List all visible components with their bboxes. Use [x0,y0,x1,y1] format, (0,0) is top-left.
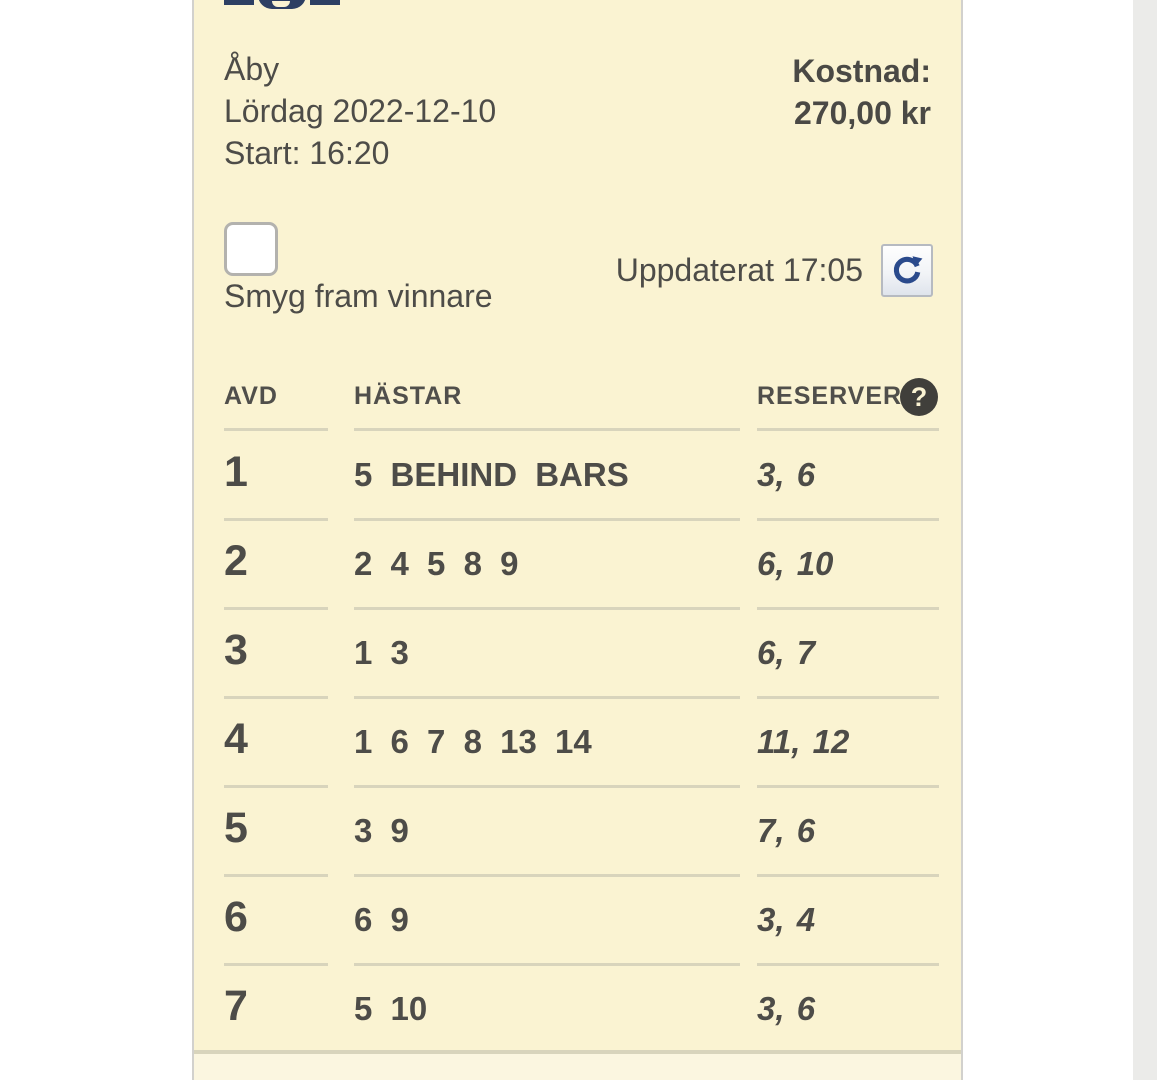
table-row: 6 6 9 3, 4 [194,887,961,976]
scrollbar-track[interactable] [1133,0,1157,1080]
row-divider [224,518,328,521]
refresh-button[interactable] [881,244,933,297]
selected-horses: 6 9 [354,901,409,938]
table-row: 7 5 10 3, 6 [194,976,961,1065]
leg-number: 7 [224,982,248,1030]
column-header-reserver: RESERVER [757,382,903,410]
leg-number: 2 [224,537,248,585]
header-divider [757,428,939,431]
track-name: Åby [224,51,280,87]
row-divider [354,607,740,610]
header-divider [224,428,328,431]
header-divider [354,428,740,431]
row-divider [224,785,328,788]
row-divider [224,696,328,699]
cost-value: 270,00 kr [793,95,931,131]
column-header-avd: AVD [224,382,278,410]
table-row: 2 2 4 5 8 9 6, 10 [194,531,961,620]
reserve-horses: 3, 6 [757,456,816,493]
leg-number: 5 [224,804,248,852]
reserve-horses: 7, 6 [757,812,816,849]
selected-horses: 2 4 5 8 9 [354,545,519,582]
row-divider [224,607,328,610]
column-header-hastar: HÄSTAR [354,382,463,410]
row-divider [757,785,939,788]
row-divider [757,607,939,610]
game-logo-icon [224,0,340,10]
selected-horses: 3 9 [354,812,409,849]
reserve-horses: 6, 7 [757,634,816,671]
row-divider [757,518,939,521]
leg-number: 6 [224,893,248,941]
table-row: 3 1 3 6, 7 [194,620,961,709]
table-row: 4 1 6 7 8 13 14 11, 12 [194,709,961,798]
cost-label: Kostnad: [792,53,931,89]
reserve-horses: 3, 4 [757,901,816,938]
meeting-date: Lördag 2022-12-10 [224,93,497,129]
reserver-help-icon[interactable]: ? [900,378,938,416]
selected-horses: 5 BEHIND BARS [354,456,629,493]
row-divider [224,874,328,877]
reserve-horses: 6, 10 [757,545,834,582]
table-row: 5 3 9 7, 6 [194,798,961,887]
leg-number: 3 [224,626,248,674]
start-time: Start: 16:20 [224,135,390,171]
row-divider [757,874,939,877]
selected-horses: 1 3 [354,634,409,671]
table-row: 1 5 BEHIND BARS 3, 6 [194,442,961,531]
leg-number: 4 [224,715,248,763]
logo-bar-right [310,0,340,5]
betslip-card: Åby Lördag 2022-12-10 Start: 16:20 Kostn… [192,0,963,1080]
row-divider [757,696,939,699]
reserve-horses: 3, 6 [757,990,816,1027]
row-divider [224,963,328,966]
updated-timestamp: Uppdaterat 17:05 [615,252,863,288]
refresh-icon [890,254,924,288]
logo-emblem-hole [272,1,290,7]
row-divider [354,963,740,966]
row-divider [354,696,740,699]
logo-bar-left [224,0,254,5]
row-divider [354,874,740,877]
card-footer [194,1054,961,1080]
meeting-info: Åby Lördag 2022-12-10 Start: 16:20 [224,48,496,174]
table-bottom-divider [194,1050,961,1054]
smyg-checkbox[interactable] [224,222,278,276]
smyg-checkbox-label: Smyg fram vinnare [224,278,493,314]
row-divider [354,518,740,521]
selected-horses: 5 10 [354,990,428,1027]
selected-horses: 1 6 7 8 13 14 [354,723,592,760]
row-divider [757,963,939,966]
leg-number: 1 [224,448,248,496]
cost-block: Kostnad: 270,00 kr [792,50,931,134]
reserve-horses: 11, 12 [757,723,850,760]
row-divider [354,785,740,788]
